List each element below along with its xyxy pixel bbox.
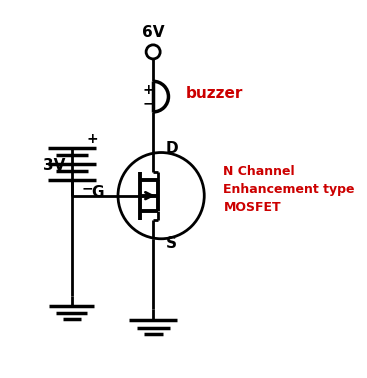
Text: D: D [166, 141, 178, 156]
Text: N Channel
Enhancement type
MOSFET: N Channel Enhancement type MOSFET [224, 165, 355, 214]
Text: −: − [82, 181, 94, 195]
Text: 6V: 6V [142, 25, 164, 40]
Text: +: + [87, 132, 98, 146]
Text: G: G [91, 185, 103, 200]
Text: −: − [142, 96, 154, 110]
Text: S: S [166, 235, 177, 251]
Text: +: + [142, 83, 154, 97]
Text: 3V: 3V [43, 158, 65, 173]
Text: buzzer: buzzer [186, 86, 243, 101]
